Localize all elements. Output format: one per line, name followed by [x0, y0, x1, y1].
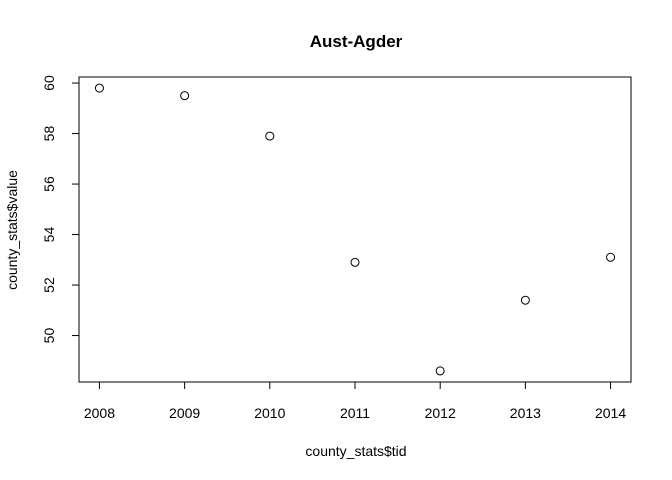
data-points — [94, 83, 616, 376]
chart-title: Aust-Agder — [310, 32, 403, 51]
x-axis: 2008 2009 2010 2011 2012 2013 2014 — [84, 381, 626, 421]
x-tick-label: 2014 — [595, 405, 626, 421]
y-tick-label: 54 — [41, 227, 57, 243]
y-tick-label: 52 — [41, 277, 57, 293]
x-tick-label: 2010 — [254, 405, 285, 421]
x-tick-label: 2012 — [425, 405, 456, 421]
data-point — [180, 91, 190, 101]
data-point — [606, 252, 616, 262]
y-tick-label: 60 — [41, 75, 57, 91]
x-tick-label: 2009 — [169, 405, 200, 421]
data-point — [94, 83, 104, 93]
x-axis-label: county_stats$tid — [305, 443, 406, 459]
data-point — [435, 366, 445, 376]
x-tick-label: 2011 — [340, 405, 370, 421]
y-tick-label: 56 — [41, 176, 57, 192]
data-point — [350, 257, 360, 267]
y-axis-label: county_stats$value — [4, 170, 20, 290]
x-tick-label: 2008 — [84, 405, 115, 421]
y-tick-label: 58 — [41, 126, 57, 142]
plot-box — [78, 76, 632, 383]
x-tick-label: 2013 — [510, 405, 541, 421]
y-axis: 50 52 54 56 58 60 — [41, 75, 80, 344]
data-point — [520, 295, 530, 305]
y-tick-label: 50 — [41, 328, 57, 344]
data-point — [265, 131, 275, 141]
